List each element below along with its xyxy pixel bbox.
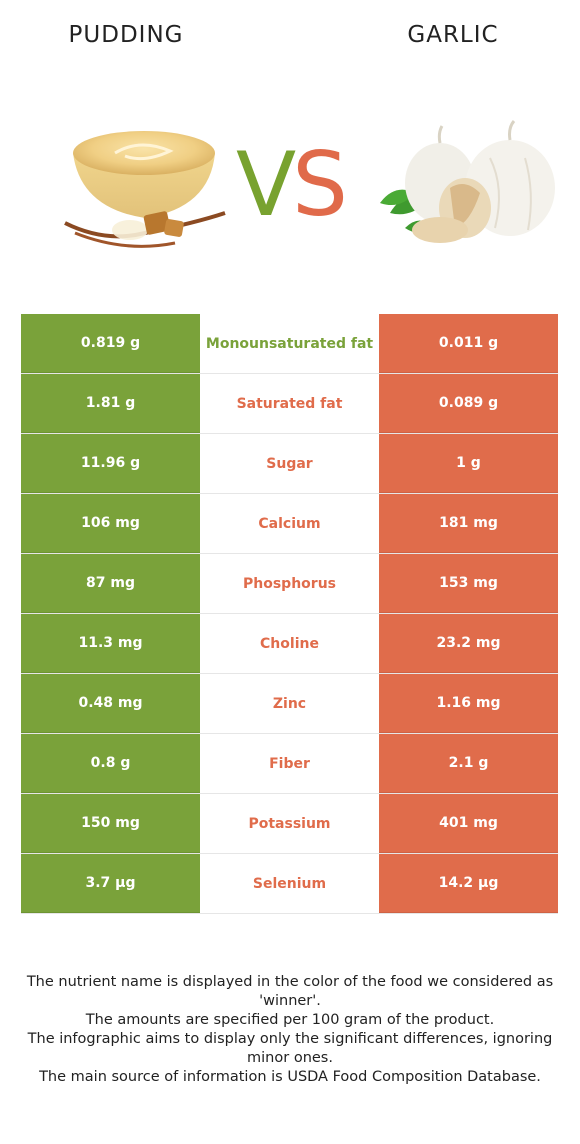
- table-row: 87 mg Phosphorus 153 mg: [21, 554, 558, 614]
- left-value-cell: 3.7 µg: [21, 854, 200, 913]
- footer-line-1: The nutrient name is displayed in the co…: [26, 974, 554, 1009]
- right-value-cell: 23.2 mg: [379, 614, 558, 673]
- nutrient-name-cell: Zinc: [200, 674, 379, 733]
- nutrient-name-cell: Calcium: [200, 494, 379, 553]
- left-value-cell: 0.8 g: [21, 734, 200, 793]
- nutrient-name-cell: Choline: [200, 614, 379, 673]
- right-value-cell: 0.089 g: [379, 374, 558, 433]
- left-value-cell: 150 mg: [21, 794, 200, 853]
- table-row: 0.8 g Fiber 2.1 g: [21, 734, 558, 794]
- footer-line-2: The amounts are specified per 100 gram o…: [85, 1012, 495, 1028]
- left-value-cell: 11.96 g: [21, 434, 200, 493]
- left-value-cell: 11.3 mg: [21, 614, 200, 673]
- nutrient-name-cell: Monounsaturated fat: [200, 314, 379, 373]
- footer-notes: The nutrient name is displayed in the co…: [20, 973, 560, 1087]
- table-row: 1.81 g Saturated fat 0.089 g: [21, 374, 558, 434]
- right-value-cell: 14.2 µg: [379, 854, 558, 913]
- table-row: 3.7 µg Selenium 14.2 µg: [21, 854, 558, 914]
- vs-label: VS: [222, 140, 358, 230]
- table-row: 0.48 mg Zinc 1.16 mg: [21, 674, 558, 734]
- right-food-title: GARLIC: [407, 22, 499, 48]
- nutrient-name-cell: Phosphorus: [200, 554, 379, 613]
- table-row: 106 mg Calcium 181 mg: [21, 494, 558, 554]
- right-value-cell: 401 mg: [379, 794, 558, 853]
- table-row: 150 mg Potassium 401 mg: [21, 794, 558, 854]
- right-value-cell: 181 mg: [379, 494, 558, 553]
- left-value-cell: 106 mg: [21, 494, 200, 553]
- footer-line-4: The main source of information is USDA F…: [39, 1069, 541, 1085]
- nutrient-name-cell: Potassium: [200, 794, 379, 853]
- vs-v-letter: V: [235, 133, 296, 236]
- right-value-cell: 1 g: [379, 434, 558, 493]
- right-value-cell: 0.011 g: [379, 314, 558, 373]
- footer-line-3: The infographic aims to display only the…: [27, 1031, 553, 1066]
- left-value-cell: 0.48 mg: [21, 674, 200, 733]
- left-value-cell: 0.819 g: [21, 314, 200, 373]
- nutrient-name-cell: Selenium: [200, 854, 379, 913]
- table-row: 0.819 g Monounsaturated fat 0.011 g: [21, 314, 558, 374]
- table-row: 11.96 g Sugar 1 g: [21, 434, 558, 494]
- nutrient-name-cell: Sugar: [200, 434, 379, 493]
- right-value-cell: 153 mg: [379, 554, 558, 613]
- left-food-title: PUDDING: [68, 22, 184, 48]
- left-value-cell: 87 mg: [21, 554, 200, 613]
- nutrient-name-cell: Fiber: [200, 734, 379, 793]
- nutrient-name-cell: Saturated fat: [200, 374, 379, 433]
- pudding-image: [64, 131, 226, 248]
- right-value-cell: 2.1 g: [379, 734, 558, 793]
- vs-s-letter: S: [292, 133, 348, 236]
- right-value-cell: 1.16 mg: [379, 674, 558, 733]
- left-value-cell: 1.81 g: [21, 374, 200, 433]
- garlic-image: [380, 120, 555, 243]
- table-row: 11.3 mg Choline 23.2 mg: [21, 614, 558, 674]
